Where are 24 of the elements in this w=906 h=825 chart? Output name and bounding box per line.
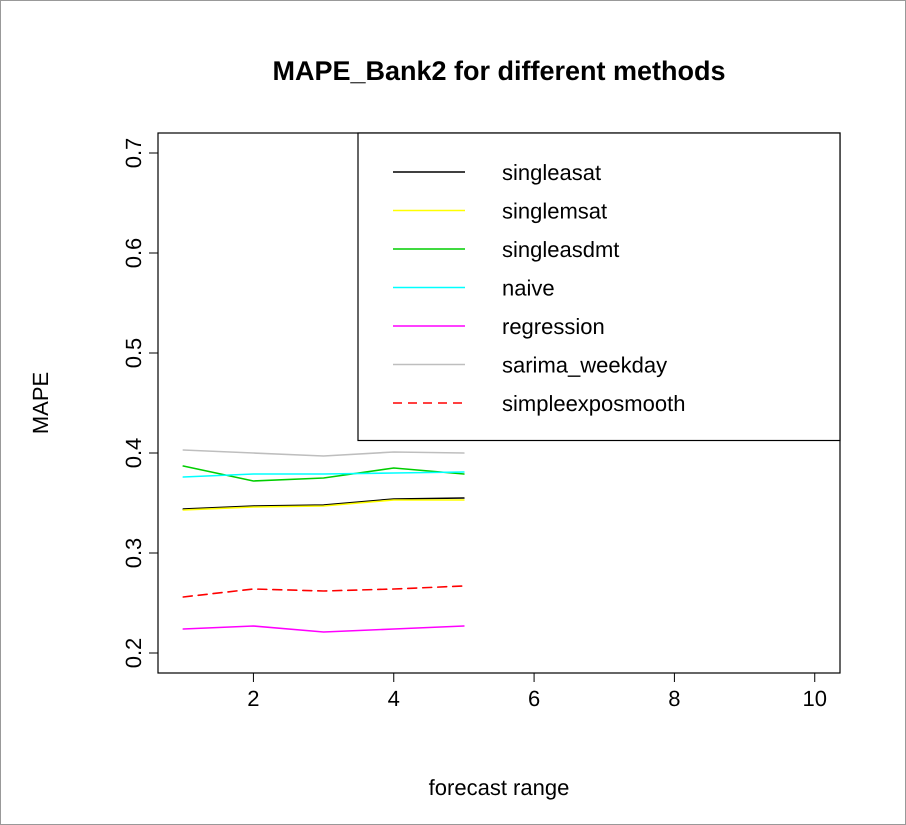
- y-tick-label: 0.2: [121, 638, 146, 668]
- legend-label: singleasat: [502, 160, 602, 185]
- legend-label: sarima_weekday: [502, 352, 668, 378]
- x-axis-title: forecast range: [428, 775, 570, 800]
- x-tick-label: 8: [668, 686, 681, 711]
- x-tick-label: 6: [528, 686, 540, 711]
- chart-title: MAPE_Bank2 for different methods: [272, 56, 726, 86]
- y-tick-label: 0.7: [121, 138, 146, 168]
- y-tick-label: 0.4: [121, 438, 146, 468]
- y-tick-label: 0.3: [121, 538, 146, 568]
- x-tick-label: 4: [388, 686, 400, 711]
- x-tick-label: 10: [802, 686, 827, 711]
- y-tick-label: 0.5: [121, 338, 146, 368]
- y-tick-label: 0.6: [121, 238, 146, 268]
- legend-label: singlemsat: [502, 198, 608, 224]
- legend-label: naive: [502, 276, 555, 300]
- y-axis-title: MAPE: [28, 372, 53, 434]
- legend-label: regression: [502, 314, 605, 339]
- legend-label: singleasdmt: [502, 237, 620, 262]
- line-series: [182, 465, 465, 482]
- line-series: [182, 449, 465, 457]
- line-series: [182, 585, 465, 598]
- x-tick-label: 2: [247, 686, 260, 711]
- legend-label: simpleexposmooth: [502, 391, 686, 416]
